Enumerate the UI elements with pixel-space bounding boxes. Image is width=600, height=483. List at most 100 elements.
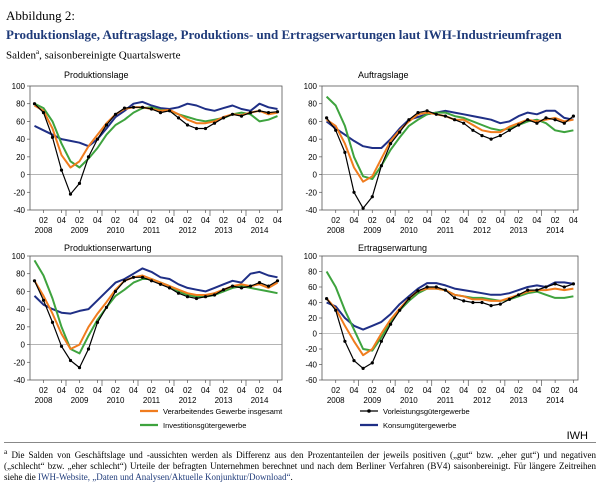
data-point-vorleistungsgueter xyxy=(68,358,73,363)
x-tick-label: 04 xyxy=(201,386,210,395)
x-tick-label: 04 xyxy=(386,386,395,395)
x-year-label: 2011 xyxy=(437,396,455,405)
data-point-vorleistungsgueter xyxy=(498,302,502,306)
x-tick-label: 02 xyxy=(404,216,413,225)
x-tick-label: 04 xyxy=(386,216,395,225)
subtitle-rest: , saisonbereinigte Quartalswerte xyxy=(39,49,181,62)
x-tick-label: 04 xyxy=(237,216,246,225)
data-point-vorleistungsgueter xyxy=(379,339,383,343)
data-point-vorleistungsgueter xyxy=(370,195,374,199)
series-line-investitionsgueter xyxy=(325,270,574,352)
x-year-label: 2008 xyxy=(327,396,345,405)
data-point-vorleistungsgueter xyxy=(480,300,484,305)
data-point-vorleistungsgueter xyxy=(389,322,393,326)
series-line-verarbeitendes-gewerbe xyxy=(325,287,574,357)
data-point-vorleistungsgueter xyxy=(517,293,521,297)
x-year-label: 2009 xyxy=(71,396,89,405)
data-point-vorleistungsgueter xyxy=(425,109,429,113)
data-point-vorleistungsgueter xyxy=(41,298,46,302)
x-tick-label: 04 xyxy=(93,216,102,225)
x-year-label: 2012 xyxy=(179,396,197,405)
plot-frame xyxy=(29,85,283,211)
x-tick-label: 02 xyxy=(147,216,156,225)
x-tick-label: 04 xyxy=(350,216,359,225)
data-point-vorleistungsgueter xyxy=(507,128,511,132)
data-point-vorleistungsgueter xyxy=(122,106,127,110)
footnote-mark: a xyxy=(4,447,8,456)
data-point-vorleistungsgueter xyxy=(212,121,217,125)
x-tick-label: 04 xyxy=(459,216,468,225)
x-tick-label: 02 xyxy=(255,216,264,225)
x-year-label: 2010 xyxy=(107,396,125,405)
x-tick-label: 02 xyxy=(75,386,84,395)
y-tick-label: 100 xyxy=(12,82,26,91)
y-tick-label: 40 xyxy=(308,135,317,144)
y-tick-label: 20 xyxy=(308,314,317,323)
data-point-vorleistungsgueter xyxy=(266,284,271,288)
data-point-vorleistungsgueter xyxy=(248,284,253,288)
y-tick-label: 0 xyxy=(313,330,318,339)
data-point-vorleistungsgueter xyxy=(131,275,136,279)
x-year-label: 2008 xyxy=(35,226,53,235)
plot-frame xyxy=(29,255,283,381)
data-point-vorleistungsgueter xyxy=(221,116,226,120)
legend xyxy=(140,409,378,427)
data-point-vorleistungsgueter xyxy=(416,289,420,293)
data-point-vorleistungsgueter xyxy=(343,150,347,154)
x-tick-label: 02 xyxy=(404,386,413,395)
y-tick-label: -20 xyxy=(305,188,317,197)
data-point-vorleistungsgueter xyxy=(113,112,118,116)
data-point-vorleistungsgueter xyxy=(361,366,365,370)
data-point-vorleistungsgueter xyxy=(239,286,244,290)
x-tick-label: 04 xyxy=(165,386,174,395)
data-point-vorleistungsgueter xyxy=(352,190,356,194)
data-point-vorleistungsgueter xyxy=(553,282,557,286)
data-point-vorleistungsgueter xyxy=(498,134,502,138)
y-tick-label: 60 xyxy=(308,117,317,126)
y-tick-label: 80 xyxy=(308,100,317,109)
data-point-vorleistungsgueter xyxy=(59,168,64,172)
data-point-vorleistungsgueter xyxy=(361,206,365,210)
x-tick-label: 02 xyxy=(478,216,487,225)
y-tick-label: 20 xyxy=(308,153,317,162)
data-point-vorleistungsgueter xyxy=(453,296,457,300)
data-point-vorleistungsgueter xyxy=(507,297,511,301)
x-year-label: 2012 xyxy=(473,396,491,405)
data-point-vorleistungsgueter xyxy=(176,291,181,295)
data-point-vorleistungsgueter xyxy=(158,111,163,115)
series-line-verarbeitendes-gewerbe xyxy=(33,274,279,350)
x-year-label: 2008 xyxy=(35,396,53,405)
data-point-vorleistungsgueter xyxy=(77,181,82,185)
legend-marker xyxy=(367,409,371,413)
x-tick-label: 02 xyxy=(219,216,228,225)
y-tick-label: 80 xyxy=(16,270,25,279)
data-point-vorleistungsgueter xyxy=(95,137,100,141)
x-tick-label: 02 xyxy=(514,216,523,225)
y-tick-label: 20 xyxy=(16,323,25,332)
data-point-vorleistungsgueter xyxy=(398,130,402,134)
data-point-vorleistungsgueter xyxy=(104,305,109,309)
x-tick-label: 02 xyxy=(441,386,450,395)
footnote-text: Die Salden von Geschäftslage und -aussic… xyxy=(4,450,596,482)
data-point-vorleistungsgueter xyxy=(176,116,181,120)
x-tick-label: 04 xyxy=(273,216,282,225)
data-point-vorleistungsgueter xyxy=(544,116,548,120)
series-line-konsumgueter xyxy=(34,100,278,148)
data-point-vorleistungsgueter xyxy=(571,114,576,118)
data-point-vorleistungsgueter xyxy=(434,112,438,116)
y-tick-label: -20 xyxy=(13,188,25,197)
y-tick-label: 100 xyxy=(304,252,318,261)
data-point-vorleistungsgueter xyxy=(275,279,280,283)
data-point-vorleistungsgueter xyxy=(203,126,208,131)
plot-frame xyxy=(321,85,579,211)
x-tick-label: 02 xyxy=(39,216,48,225)
footnote-link[interactable]: IWH-Website, „Daten und Analysen/Aktuell… xyxy=(38,472,291,482)
x-tick-label: 04 xyxy=(93,386,102,395)
data-point-vorleistungsgueter xyxy=(407,297,411,301)
data-point-vorleistungsgueter xyxy=(167,286,172,290)
data-point-vorleistungsgueter xyxy=(59,344,64,348)
x-tick-label: 02 xyxy=(478,386,487,395)
x-year-label: 2013 xyxy=(215,396,233,405)
data-point-vorleistungsgueter xyxy=(50,135,55,139)
